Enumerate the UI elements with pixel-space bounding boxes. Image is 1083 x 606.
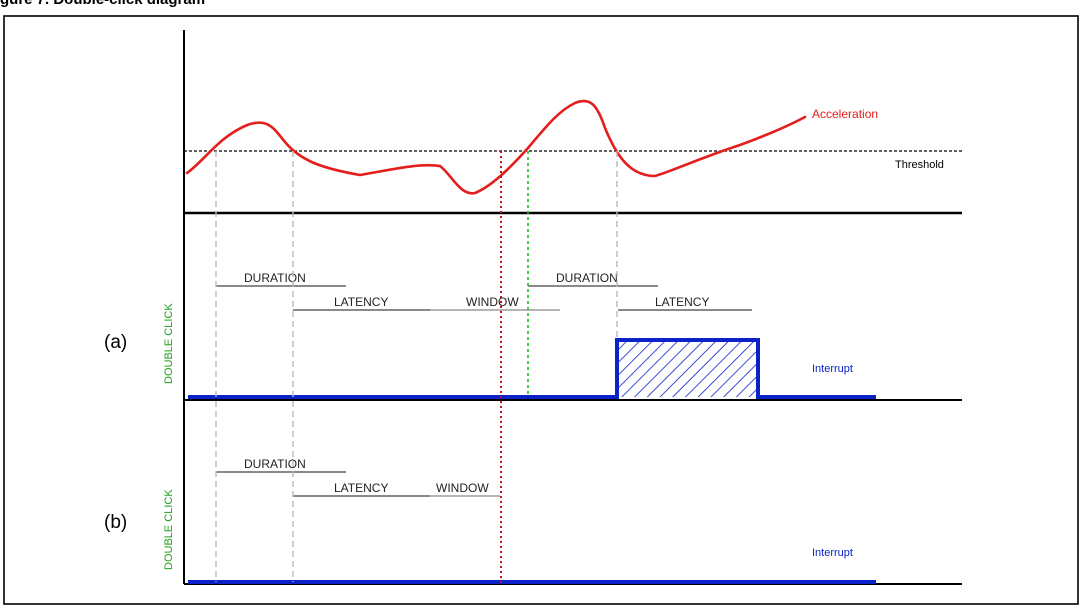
acceleration-curve	[185, 99, 807, 195]
interval-label-window: WINDOW	[466, 295, 519, 309]
panel-b-axis-label: DOUBLE CLICK	[163, 489, 175, 570]
figure-title: gure 7. Double-click diagram	[0, 0, 205, 8]
interval-label-duration-2: DURATION	[556, 271, 618, 285]
acceleration-label: Acceleration	[812, 107, 878, 121]
interval-label-latency-2: LATENCY	[655, 295, 709, 309]
interval-label-latency-b: LATENCY	[334, 481, 388, 495]
panel-a-label: (a)	[104, 332, 127, 353]
panel-a-interrupt-signal	[188, 338, 876, 399]
interval-label-duration-1: DURATION	[244, 271, 306, 285]
interval-label-latency-1: LATENCY	[334, 295, 388, 309]
top-plot: Acceleration Threshold	[183, 30, 962, 215]
interval-label-window-b: WINDOW	[436, 481, 489, 495]
panel-b-interrupt-label: Interrupt	[812, 547, 853, 559]
threshold-label: Threshold	[895, 159, 944, 171]
interrupt-hatched-pulse	[619, 341, 757, 397]
panel-a-interrupt-label: Interrupt	[812, 363, 853, 375]
panel-b: (b) DOUBLE CLICK DURATION LATENCY WINDOW…	[104, 400, 962, 585]
panel-a-axis-label: DOUBLE CLICK	[163, 303, 175, 384]
interval-label-duration-b: DURATION	[244, 457, 306, 471]
vertical-guides	[215, 151, 618, 584]
panel-a: (a) DOUBLE CLICK DURATION LATENCY WINDOW…	[104, 213, 962, 401]
panel-b-label: (b)	[104, 512, 127, 533]
figure-border	[3, 15, 1079, 605]
